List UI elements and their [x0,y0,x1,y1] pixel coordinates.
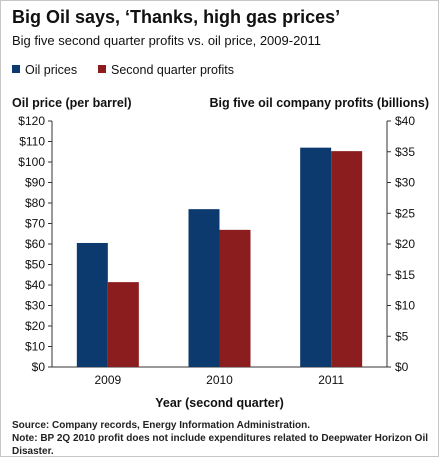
left-axis-title: Oil price (per barrel) [12,96,132,110]
right-axis-tick-label: $15 [395,268,415,282]
left-axis-tick-label: $20 [25,319,45,333]
left-axis-tick-label: $10 [25,340,45,354]
legend-swatch-second-quarter-profits [98,65,106,73]
right-axis-tick-label: $10 [395,299,415,313]
legend-swatch-oil-prices [12,65,20,73]
bar-oil-price-2010 [188,209,220,367]
right-axis-tick-label: $35 [395,145,415,159]
chart-footer: Source: Company records, Energy Informat… [12,419,438,458]
left-axis-tick-label: $110 [19,135,45,149]
x-axis-tick-label: 2010 [206,373,233,387]
legend-item-second-quarter-profits: Second quarter profits [98,63,234,77]
right-axis-tick-label: $20 [395,237,415,251]
source-note: Source: Company records, Energy Informat… [12,420,311,431]
left-axis-tick-label: $50 [25,258,45,272]
bar-profit-2009 [107,282,139,367]
bar-oil-price-2011 [300,147,332,367]
right-axis-tick-label: $30 [395,176,415,190]
left-axis-tick-label: $30 [25,299,45,313]
left-axis-tick-label: $60 [25,237,45,251]
x-axis-tick-label: 2011 [318,373,344,387]
left-axis-tick-label: $100 [18,155,45,169]
bar-profit-2011 [331,151,363,367]
right-axis-tick-label: $5 [395,329,409,343]
left-axis-tick-label: $70 [25,217,45,231]
chart-title: Big Oil says, ‘Thanks, high gas prices’ [12,7,341,27]
bar-oil-price-2009 [76,242,108,367]
right-axis-tick-label: $40 [395,114,415,128]
left-axis-tick-label: $0 [32,360,46,374]
left-axis-tick-label: $120 [18,114,45,128]
x-axis-title: Year (second quarter) [155,396,284,410]
disclaimer-note: Note: BP 2Q 2010 profit does not include… [12,433,429,457]
left-axis-tick-label: $90 [25,176,45,190]
legend-label-second-quarter-profits: Second quarter profits [111,63,234,77]
left-axis-tick-label: $80 [25,196,45,210]
right-axis-tick-label: $25 [395,206,415,220]
chart-subtitle: Big five second quarter profits vs. oil … [12,33,322,48]
left-axis-tick-label: $40 [25,278,45,292]
x-axis-tick-label: 2009 [94,373,121,387]
right-axis-title: Big five oil company profits (billions) [209,96,429,110]
legend-item-oil-prices: Oil prices [12,63,77,77]
bar-profit-2010 [219,229,251,367]
right-axis-tick-label: $0 [395,360,409,374]
legend-label-oil-prices: Oil prices [25,63,78,77]
